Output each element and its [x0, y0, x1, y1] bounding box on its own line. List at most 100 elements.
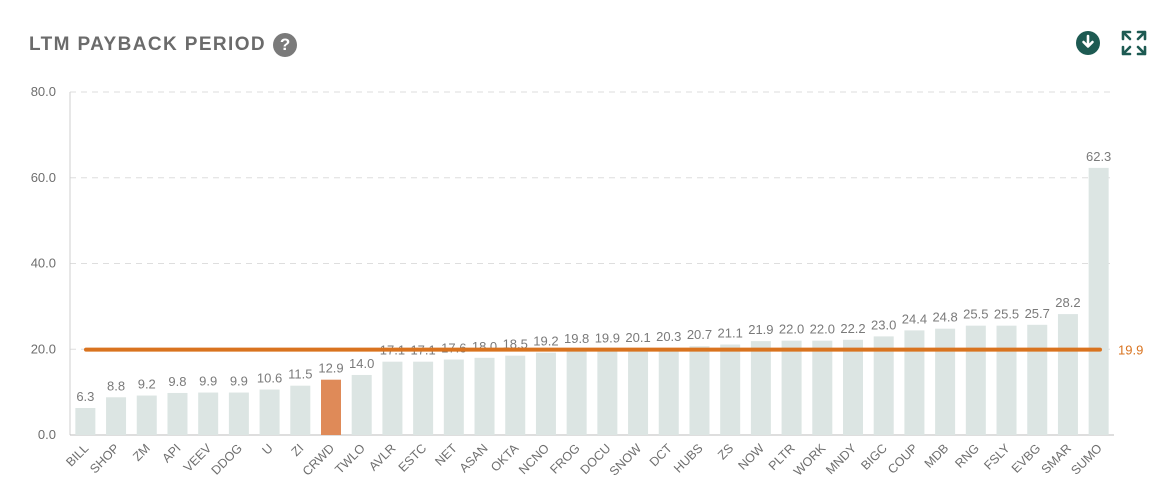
data-label: 6.3 [76, 389, 94, 404]
bar-mndy [843, 339, 863, 435]
bar-twlo [351, 374, 372, 435]
data-label: 22.0 [810, 322, 835, 337]
x-tick-label: HUBS [671, 441, 705, 475]
x-tick-label: U [259, 441, 275, 457]
data-label: 9.9 [230, 374, 248, 389]
data-label: 22.2 [840, 321, 865, 336]
data-label: 9.9 [199, 374, 217, 389]
bar-api [167, 392, 188, 435]
data-label: 20.3 [656, 329, 681, 344]
data-label: 19.9 [595, 331, 620, 346]
x-tick-label: MDB [922, 441, 952, 471]
x-tick-label: WORK [791, 441, 829, 479]
bar-snow [628, 348, 649, 435]
x-tick-label: SMAR [1039, 441, 1074, 476]
data-label: 24.8 [932, 310, 957, 325]
bar-rng [965, 325, 986, 435]
data-label: 22.0 [779, 322, 804, 337]
data-label: 19.2 [533, 334, 558, 349]
bar-sumo [1088, 167, 1109, 436]
bar-mdb [935, 328, 956, 435]
data-label: 21.1 [718, 326, 743, 341]
y-tick-label: 80.0 [31, 84, 56, 99]
x-tick-label: DOCU [578, 441, 614, 477]
x-tick-label: NOW [735, 441, 767, 473]
chart-title: LTM PAYBACK PERIOD [29, 34, 267, 55]
bar-estc [413, 361, 434, 435]
bar-dct [658, 347, 679, 435]
x-tick-label: ZM [130, 441, 153, 464]
x-tick-label: ASAN [457, 441, 491, 475]
x-tick-label: API [159, 441, 183, 465]
x-tick-label: OKTA [488, 441, 522, 475]
data-label: 28.2 [1055, 295, 1080, 310]
data-label: 25.7 [1025, 306, 1050, 321]
x-tick-label: ZI [289, 441, 307, 459]
x-tick-label: CRWD [300, 441, 337, 478]
x-tick-label: FSLY [981, 441, 1013, 473]
download-circle-icon[interactable] [1075, 30, 1101, 56]
data-label: 21.9 [748, 322, 773, 337]
x-tick-label: SNOW [607, 441, 645, 479]
question-circle-icon[interactable]: ? [273, 33, 298, 57]
data-label: 8.8 [107, 378, 125, 393]
title-row: LTM PAYBACK PERIOD ? [29, 32, 298, 58]
data-label: 25.5 [994, 307, 1019, 322]
x-tick-label: EVBG [1009, 441, 1043, 475]
bar-smar [1057, 314, 1078, 435]
data-label: 20.1 [625, 330, 650, 345]
bar-coup [904, 330, 925, 435]
y-tick-label: 40.0 [31, 256, 56, 271]
bar-docu [597, 349, 618, 435]
y-tick-label: 0.0 [38, 427, 56, 442]
x-tick-label: RNG [952, 441, 982, 471]
bar-asan [474, 357, 495, 435]
bar-u [259, 389, 280, 435]
data-label: 25.5 [963, 307, 988, 322]
x-tick-label: SHOP [87, 441, 122, 476]
bar-ncno [535, 352, 556, 435]
bar-okta [505, 355, 526, 435]
x-tick-label: ZS [715, 441, 736, 462]
bar-frog [566, 350, 587, 435]
data-label: 9.2 [138, 377, 156, 392]
bar-hubs [689, 346, 710, 435]
bar-net [443, 359, 464, 435]
bar-avlr [382, 361, 403, 435]
x-tick-label: ESTC [396, 441, 429, 474]
data-label: 24.4 [902, 311, 927, 326]
bar-ddog [228, 392, 249, 435]
x-tick-label: TWLO [332, 441, 368, 477]
bar-crwd [321, 379, 341, 435]
data-label: 20.7 [687, 327, 712, 342]
x-tick-label: NCNO [516, 441, 552, 477]
data-label: 11.5 [288, 367, 312, 382]
x-tick-label: COUP [885, 441, 920, 476]
y-tick-label: 20.0 [31, 341, 56, 356]
data-label: 62.3 [1086, 149, 1111, 164]
data-label: 10.6 [257, 371, 282, 386]
bar-evbg [1027, 324, 1048, 435]
bar-pltr [781, 340, 802, 435]
data-label: 19.8 [564, 331, 589, 346]
data-label: 23.0 [871, 317, 896, 332]
bar-work [812, 340, 833, 435]
x-tick-label: SUMO [1068, 441, 1105, 478]
bar-bill [75, 407, 96, 435]
bar-veev [198, 392, 219, 435]
bar-zi [290, 385, 311, 435]
bar-now [750, 341, 771, 435]
data-label: 12.9 [318, 361, 343, 376]
y-tick-label: 60.0 [31, 170, 56, 185]
data-label: 9.8 [168, 374, 186, 389]
expand-arrows-icon[interactable] [1121, 30, 1147, 56]
bar-zm [136, 395, 157, 435]
x-tick-label: FROG [547, 441, 582, 476]
bar-fsly [996, 325, 1017, 435]
data-label: 14.0 [349, 356, 374, 371]
x-tick-label: AVLR [366, 441, 398, 473]
x-tick-label: DDOG [209, 441, 245, 477]
bar-zs [720, 344, 741, 435]
